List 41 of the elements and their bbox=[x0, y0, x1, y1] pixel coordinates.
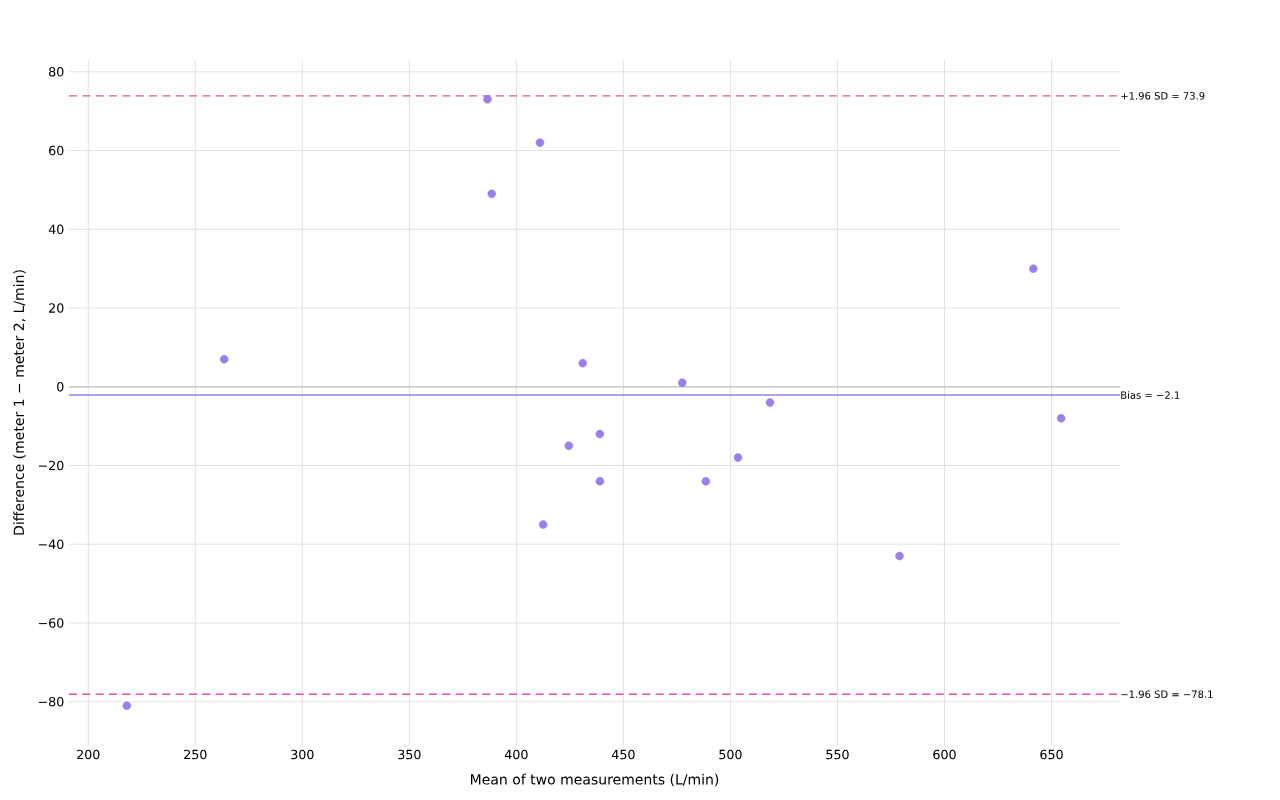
point bbox=[535, 138, 545, 147]
x-tick-label: 250 bbox=[184, 749, 207, 760]
y-tick-label: −20 bbox=[38, 460, 64, 471]
point bbox=[678, 378, 687, 388]
point bbox=[487, 189, 497, 199]
point bbox=[219, 354, 229, 364]
x-axis-title: Mean of two measurements (L/min) bbox=[471, 773, 719, 787]
point bbox=[595, 476, 605, 486]
x-tick-label: 200 bbox=[77, 749, 100, 760]
y-tick-label: −80 bbox=[38, 696, 64, 707]
point bbox=[483, 95, 492, 104]
y-tick-label: −60 bbox=[38, 618, 64, 628]
x-tick-label: 650 bbox=[1040, 749, 1063, 760]
point bbox=[895, 551, 904, 561]
y-tick-label: 0 bbox=[57, 381, 64, 392]
ref-line-label: −1.96 SD = −78.1 bbox=[1121, 690, 1213, 698]
x-tick-label: 550 bbox=[826, 749, 849, 760]
y-tick-label: 40 bbox=[48, 224, 64, 235]
ref-line-label: +1.96 SD = 73.9 bbox=[1121, 92, 1205, 100]
point bbox=[595, 429, 605, 439]
x-tick-label: 450 bbox=[611, 749, 635, 760]
y-tick-label: 20 bbox=[49, 303, 64, 313]
x-tick-label: 600 bbox=[933, 749, 956, 760]
point bbox=[765, 398, 775, 407]
y-tick-label: −40 bbox=[38, 539, 64, 550]
y-axis-title: Difference (meter 1 − meter 2, L/min) bbox=[13, 270, 26, 535]
point bbox=[538, 520, 548, 529]
point bbox=[701, 476, 711, 486]
x-tick-label: 400 bbox=[504, 749, 528, 760]
y-tick-label: 60 bbox=[49, 145, 64, 156]
point bbox=[578, 358, 588, 368]
point bbox=[564, 441, 574, 451]
x-tick-label: 300 bbox=[291, 749, 314, 760]
point bbox=[1029, 264, 1038, 273]
y-tick-label: 80 bbox=[49, 67, 64, 77]
point bbox=[122, 701, 132, 710]
x-tick-label: 500 bbox=[719, 749, 742, 760]
point bbox=[733, 453, 743, 462]
ref-line-label: Bias = −2.1 bbox=[1121, 391, 1180, 399]
point bbox=[1056, 413, 1066, 423]
x-tick-label: 350 bbox=[398, 749, 421, 760]
